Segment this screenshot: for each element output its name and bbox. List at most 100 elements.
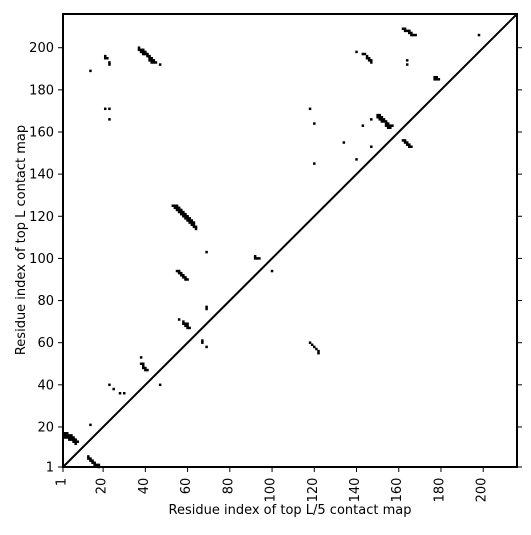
upper-contact-point	[186, 219, 189, 222]
upper-contact-point	[152, 61, 156, 64]
lower-contact-point	[112, 387, 115, 391]
x-tick-label: 180	[432, 478, 447, 503]
upper-contact-point	[376, 115, 379, 119]
lower-contact-point	[184, 324, 187, 328]
lower-contact-point	[74, 438, 77, 441]
upper-contact-point	[137, 46, 141, 49]
y-tick-label: 200	[29, 41, 54, 56]
lower-contact-point	[186, 322, 189, 325]
lower-contact-point	[184, 278, 187, 281]
lower-contact-point	[93, 461, 96, 465]
lower-contact-point	[186, 326, 189, 330]
upper-contact-point	[376, 113, 379, 117]
lower-contact-point	[315, 347, 318, 351]
lower-contact-point	[89, 423, 92, 427]
lower-contact-point	[89, 457, 92, 460]
lower-contact-point	[158, 383, 162, 387]
upper-contact-point	[403, 27, 407, 31]
lower-contact-point	[87, 455, 90, 458]
upper-contact-point	[408, 145, 411, 148]
upper-contact-point	[144, 52, 147, 56]
upper-contact-point	[192, 221, 196, 224]
upper-contact-point	[154, 61, 158, 64]
upper-contact-point	[386, 122, 390, 125]
upper-contact-point	[188, 221, 191, 224]
upper-contact-point	[158, 63, 162, 66]
diagonal-line	[62, 13, 518, 468]
upper-contact-point	[186, 215, 189, 218]
upper-contact-point	[188, 219, 191, 222]
upper-contact-point	[144, 50, 147, 54]
upper-contact-point	[382, 120, 386, 123]
x-tick-label: 140	[348, 478, 363, 503]
upper-contact-point	[182, 210, 185, 214]
upper-contact-point	[190, 223, 194, 226]
upper-contact-point	[89, 69, 92, 73]
upper-contact-point	[403, 29, 407, 33]
lower-contact-point	[141, 366, 145, 370]
lower-contact-point	[180, 274, 183, 277]
upper-contact-point	[103, 107, 107, 111]
lower-contact-point	[256, 257, 259, 260]
y-tick-label: 100	[29, 252, 54, 267]
lower-contact-point	[184, 322, 187, 325]
upper-contact-point	[150, 59, 153, 62]
upper-contact-point	[182, 212, 185, 216]
upper-contact-point	[433, 78, 436, 81]
lower-contact-point	[93, 463, 96, 467]
lower-contact-point	[139, 362, 143, 366]
upper-contact-point	[401, 139, 405, 142]
y-tick-label: 20	[37, 420, 54, 435]
lower-contact-point	[141, 364, 145, 368]
upper-contact-point	[103, 56, 107, 60]
upper-contact-point	[408, 29, 411, 33]
lower-contact-point	[205, 305, 208, 309]
upper-contact-point	[177, 210, 181, 214]
upper-contact-point	[363, 52, 367, 56]
upper-contact-point	[141, 52, 145, 56]
upper-contact-point	[186, 217, 189, 220]
lower-contact-point	[177, 271, 181, 275]
upper-contact-point	[180, 212, 183, 216]
upper-contact-point	[389, 124, 392, 127]
lower-contact-point	[63, 434, 67, 437]
upper-contact-point	[414, 33, 417, 37]
lower-contact-point	[89, 459, 92, 462]
x-tick-label: 160	[390, 478, 405, 503]
x-tick-label: 100	[264, 478, 279, 503]
upper-contact-point	[405, 29, 409, 33]
upper-contact-point	[182, 215, 185, 218]
upper-contact-point	[378, 118, 381, 121]
upper-contact-point	[382, 118, 386, 121]
lower-contact-point	[87, 457, 90, 460]
lower-contact-point	[65, 434, 69, 437]
lower-contact-point	[177, 269, 181, 273]
upper-contact-point	[410, 33, 413, 37]
y-tick-label: 160	[29, 125, 54, 140]
upper-contact-point	[435, 78, 439, 81]
x-tick-label: 1	[55, 478, 70, 486]
lower-contact-point	[270, 269, 274, 273]
upper-contact-point	[370, 118, 373, 121]
lower-contact-point	[182, 276, 185, 279]
lower-contact-point	[122, 392, 126, 395]
lower-contact-point	[72, 438, 75, 441]
lower-contact-point	[68, 436, 71, 439]
upper-contact-point	[148, 56, 151, 60]
upper-contact-point	[146, 52, 149, 56]
upper-contact-point	[403, 141, 407, 144]
upper-contact-point	[380, 120, 384, 123]
upper-contact-point	[150, 61, 153, 64]
lower-contact-point	[308, 341, 312, 344]
lower-contact-point	[76, 440, 80, 443]
lower-contact-point	[68, 438, 71, 441]
lower-contact-point	[70, 434, 73, 437]
upper-contact-point	[175, 204, 179, 207]
upper-contact-point	[171, 204, 175, 207]
upper-contact-point	[391, 124, 394, 127]
lower-contact-point	[68, 434, 71, 437]
upper-contact-point	[146, 54, 149, 58]
